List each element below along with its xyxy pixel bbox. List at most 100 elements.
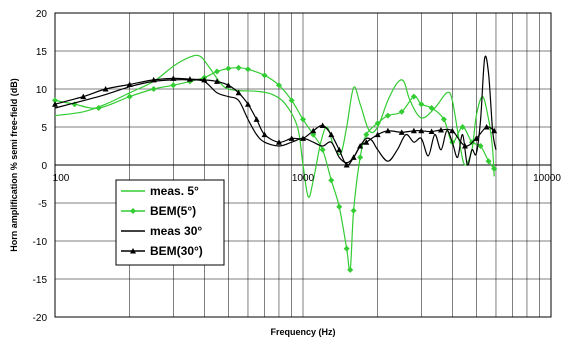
data-point (418, 101, 425, 108)
data-point (310, 127, 317, 134)
data-point (52, 97, 58, 104)
y-tick-label: 5 (41, 123, 47, 134)
data-point (357, 143, 364, 149)
x-tick-label: 100 (53, 173, 70, 184)
y-tick-label: -15 (33, 275, 48, 286)
data-point (477, 143, 484, 149)
data-point (300, 135, 306, 141)
x-axis-title: Frequency (Hz) (270, 327, 335, 337)
legend-marker (130, 208, 136, 214)
data-point (374, 120, 381, 127)
data-point (428, 128, 435, 135)
data-point (328, 177, 335, 184)
x-tick-label: 10000 (533, 173, 561, 184)
data-point (459, 124, 466, 130)
legend-item: meas 30° (121, 224, 202, 238)
data-point (288, 135, 295, 141)
data-point (374, 131, 381, 138)
data-point (491, 127, 498, 134)
data-point (244, 101, 251, 107)
data-point (363, 139, 370, 145)
y-tick-label: -10 (33, 237, 48, 248)
data-point (201, 76, 208, 83)
data-point (95, 105, 102, 111)
data-point (461, 143, 468, 149)
series-3 (52, 75, 498, 168)
data-point (235, 64, 242, 71)
data-point (288, 97, 295, 104)
data-point (428, 105, 435, 111)
legend-marker (130, 248, 136, 254)
data-point (319, 122, 326, 128)
data-point (384, 127, 391, 134)
data-point (491, 165, 498, 172)
data-point (300, 116, 306, 123)
data-point (319, 146, 326, 153)
data-point (275, 82, 282, 89)
legend-label: meas 30° (150, 224, 202, 238)
data-point (398, 129, 405, 135)
data-point (126, 93, 133, 100)
data-point (261, 72, 268, 79)
data-point (213, 68, 220, 75)
data-point (336, 146, 343, 153)
y-tick-label: -5 (38, 199, 47, 210)
data-point (347, 266, 354, 273)
data-point (150, 86, 157, 92)
legend-item: BEM(5°) (121, 204, 196, 218)
data-point (102, 86, 109, 92)
y-axis-title: Horn amplification % semi free-field (dB… (9, 78, 19, 252)
y-tick-label: 15 (36, 47, 48, 58)
data-point (418, 127, 425, 134)
data-point (225, 65, 232, 72)
y-axis-ticks: 20 15 10 5 0 -5 -10 -15 -20 (33, 9, 48, 324)
legend: meas. 5° BEM(5°) meas 30° BEM(30°) (115, 179, 225, 266)
legend-label: BEM(5°) (150, 204, 196, 218)
data-point (186, 76, 193, 82)
data-point (170, 75, 177, 81)
series-2 (54, 55, 497, 166)
data-point (437, 127, 444, 133)
data-point (261, 131, 268, 138)
data-point (328, 131, 335, 138)
y-tick-label: 10 (36, 85, 48, 96)
data-series (52, 54, 498, 273)
data-point (235, 89, 242, 96)
data-point (80, 93, 87, 100)
data-point (343, 162, 350, 168)
data-point (483, 124, 490, 130)
data-point (350, 207, 357, 214)
x-tick-label: 1000 (292, 173, 315, 184)
data-point (485, 158, 492, 165)
data-point (473, 135, 480, 141)
data-point (410, 93, 417, 100)
data-point (357, 154, 364, 161)
series-line (54, 55, 497, 166)
data-point (336, 203, 343, 210)
data-point (170, 82, 177, 89)
data-point (225, 82, 232, 88)
data-point (244, 66, 251, 73)
legend-item: BEM(30°) (121, 244, 203, 258)
data-point (52, 101, 58, 107)
y-tick-label: 20 (36, 9, 48, 20)
data-point (363, 131, 370, 138)
data-point (275, 139, 282, 145)
data-point (126, 81, 133, 87)
data-point (343, 245, 350, 252)
data-point (150, 76, 157, 83)
legend-item: meas. 5° (121, 184, 199, 198)
data-point (213, 78, 220, 84)
data-point (449, 127, 456, 134)
data-point (398, 108, 405, 115)
x-axis-ticks: 100 1000 10000 (53, 173, 562, 184)
y-tick-label: -20 (33, 313, 48, 324)
data-point (440, 116, 447, 123)
y-tick-label: 0 (41, 161, 47, 172)
data-point (350, 154, 357, 160)
legend-label: meas. 5° (150, 184, 199, 198)
data-point (384, 112, 391, 119)
data-point (253, 116, 260, 122)
legend-label: BEM(30°) (150, 244, 203, 258)
